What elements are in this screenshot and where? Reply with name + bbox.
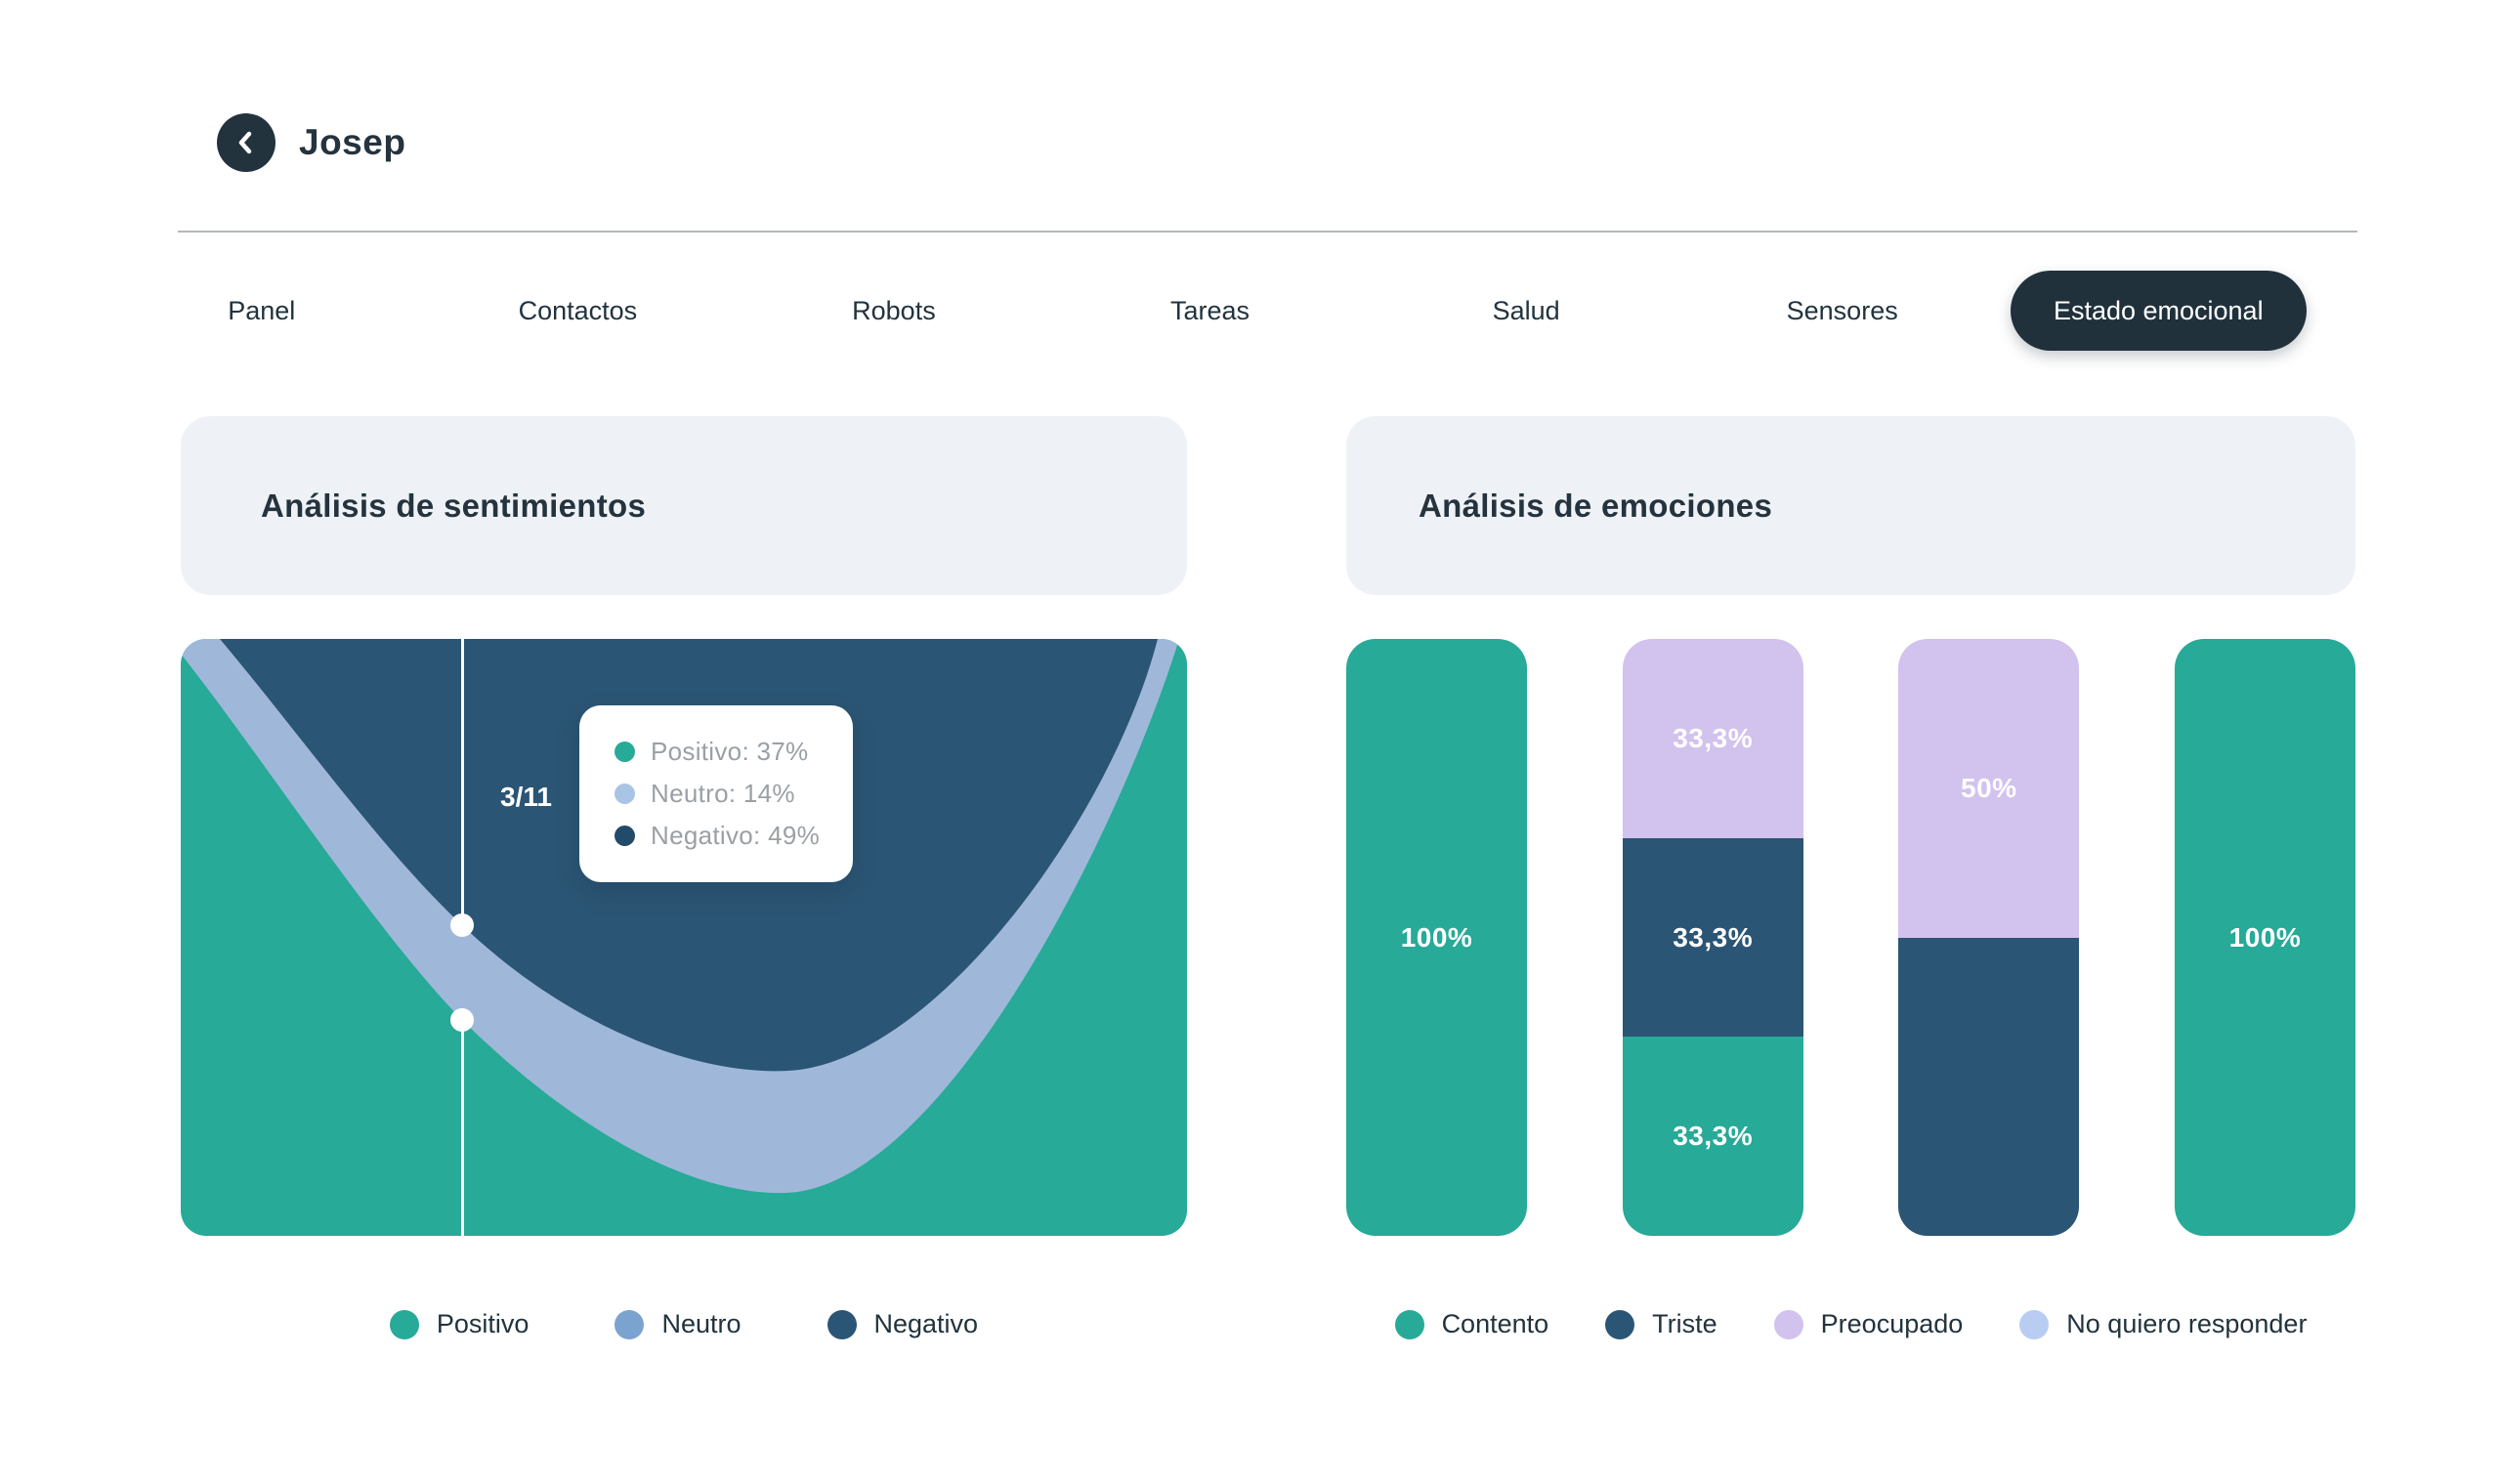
legend-item-no-quiero-responder[interactable]: No quiero responder	[2019, 1309, 2307, 1339]
bar-segment-value-label: 100%	[1400, 921, 1473, 953]
negativo-dot-icon	[615, 826, 635, 846]
bar-segment-value-label: 33,3%	[1673, 1121, 1754, 1152]
emotions-legend: Contento Triste Preocupado No quiero res…	[1346, 1309, 2355, 1339]
bar-segment-contento[interactable]: 100%	[1346, 639, 1527, 1236]
emotions-panel-title: Análisis de emociones	[1419, 487, 1773, 524]
legend-label-no-quiero-responder: No quiero responder	[2066, 1309, 2308, 1338]
bar-segment-triste[interactable]: 33,3%	[1622, 837, 1803, 1038]
legend-label-contento: Contento	[1441, 1309, 1549, 1338]
no-quiero-responder-legend-dot-icon	[2019, 1309, 2050, 1339]
tab-panel[interactable]: Panel	[228, 295, 296, 325]
bar-segment-value-label: 33,3%	[1673, 921, 1754, 953]
legend-label-preocupado: Preocupado	[1820, 1309, 1964, 1338]
tooltip-value-positivo: Positivo: 37%	[651, 737, 809, 766]
neutro-dot-icon	[615, 784, 635, 804]
bar-segment-value-label: 50%	[1961, 772, 2017, 803]
tooltip-value-negativo: Negativo: 49%	[651, 821, 821, 850]
bar-segment-triste[interactable]	[1898, 937, 2080, 1236]
bar-segment-value-label: 33,3%	[1673, 722, 1754, 753]
legend-label-negativo: Negativo	[873, 1309, 979, 1338]
stacked-bar-3[interactable]: 50%	[1898, 639, 2080, 1236]
legend-label-positivo: Positivo	[436, 1309, 530, 1338]
marker-dot-neutro	[450, 1008, 474, 1032]
tab-robots[interactable]: Robots	[852, 295, 936, 325]
negativo-legend-dot-icon	[827, 1309, 857, 1339]
tooltip-row-neutro: Neutro: 14%	[615, 779, 853, 809]
legend-label-triste: Triste	[1652, 1309, 1717, 1338]
legend-item-triste[interactable]: Triste	[1605, 1309, 1717, 1339]
hover-guideline-top	[461, 639, 464, 914]
neutro-legend-dot-icon	[615, 1309, 645, 1339]
nav-tabs: Panel Contactos Robots Tareas Salud Sens…	[104, 271, 2316, 351]
header-divider	[178, 231, 2357, 233]
back-button[interactable]	[217, 113, 276, 172]
positivo-dot-icon	[615, 742, 635, 762]
bar-segment-value-label: 100%	[2228, 921, 2302, 953]
legend-item-positivo[interactable]: Positivo	[389, 1309, 530, 1339]
hover-date-label: 3/11	[500, 782, 552, 812]
emotions-panel-header: Análisis de emociones	[1346, 416, 2355, 595]
tab-estado-emocional[interactable]: Estado emocional	[2010, 271, 2307, 351]
bar-segment-contento[interactable]: 33,3%	[1622, 1037, 1803, 1236]
preocupado-legend-dot-icon	[1773, 1309, 1803, 1339]
emotions-bars: 100% 33,3% 33,3% 33,3% 50% 100%	[1346, 639, 2355, 1236]
page-title: Josep	[299, 122, 406, 162]
chevron-left-icon	[238, 131, 252, 154]
sentiment-panel-title: Análisis de sentimientos	[261, 487, 647, 524]
tooltip-row-positivo: Positivo: 37%	[615, 737, 853, 767]
triste-legend-dot-icon	[1605, 1309, 1635, 1339]
positivo-legend-dot-icon	[389, 1309, 419, 1339]
sentiment-area-chart[interactable]: 3/11 Positivo: 37% Neutro: 14% Negativo:…	[181, 639, 1187, 1236]
contento-legend-dot-icon	[1394, 1309, 1424, 1339]
tab-contactos[interactable]: Contactos	[518, 295, 638, 325]
legend-label-neutro: Neutro	[661, 1309, 742, 1338]
tooltip-value-neutro: Neutro: 14%	[651, 779, 795, 808]
tab-salud[interactable]: Salud	[1492, 295, 1560, 325]
legend-item-neutro[interactable]: Neutro	[615, 1309, 742, 1339]
tab-sensores[interactable]: Sensores	[1786, 295, 1898, 325]
legend-item-preocupado[interactable]: Preocupado	[1773, 1309, 1964, 1339]
chart-tooltip: Positivo: 37% Neutro: 14% Negativo: 49%	[579, 705, 853, 882]
stacked-bar-2[interactable]: 33,3% 33,3% 33,3%	[1622, 639, 1803, 1236]
bar-segment-preocupado[interactable]: 50%	[1898, 639, 2080, 938]
tooltip-row-negativo: Negativo: 49%	[615, 821, 853, 851]
hover-guideline-bottom	[461, 1031, 464, 1236]
sentiment-panel-header: Análisis de sentimientos	[181, 416, 1187, 595]
bar-segment-contento[interactable]: 100%	[2174, 639, 2355, 1236]
stacked-bar-1[interactable]: 100%	[1346, 639, 1527, 1236]
legend-item-negativo[interactable]: Negativo	[827, 1309, 979, 1339]
marker-dot-negativo	[450, 913, 474, 937]
bar-segment-preocupado[interactable]: 33,3%	[1622, 639, 1803, 838]
tab-tareas[interactable]: Tareas	[1170, 295, 1250, 325]
legend-item-contento[interactable]: Contento	[1394, 1309, 1549, 1339]
sentiment-legend: Positivo Neutro Negativo	[181, 1309, 1187, 1339]
stacked-bar-4[interactable]: 100%	[2174, 639, 2355, 1236]
